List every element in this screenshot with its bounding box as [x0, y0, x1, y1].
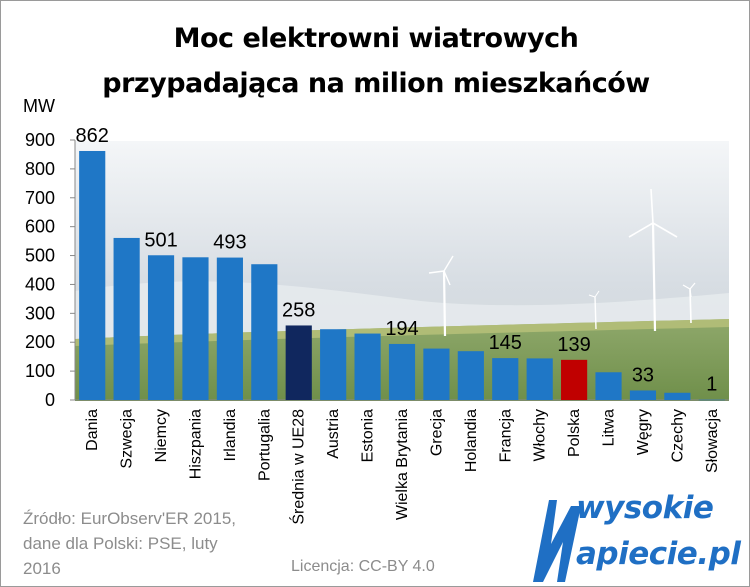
data-label: 1 — [706, 374, 717, 396]
bar-19 — [698, 399, 725, 401]
y-tick-label: 300 — [25, 303, 55, 323]
y-tick-label: 600 — [25, 217, 55, 237]
bar-2 — [113, 237, 140, 400]
bar-11 — [423, 348, 450, 400]
chart-title-line-1: Moc elektrowni wiatrowych — [173, 23, 579, 54]
y-tick-label: 0 — [45, 390, 55, 410]
logo-text-line-2: apiecie.pl — [576, 536, 741, 572]
x-tick-label: Litwa — [601, 409, 618, 446]
bar-5 — [216, 257, 243, 400]
y-tick-label: 100 — [25, 361, 55, 381]
data-label: 139 — [557, 334, 590, 356]
data-label: 145 — [489, 332, 522, 354]
bar-4 — [182, 257, 209, 400]
logo-text-line-1: wysokie — [576, 490, 714, 526]
x-tick-label: Szwecja — [119, 409, 136, 469]
x-tick-label: Średnia w UE28 — [289, 409, 308, 525]
x-tick-label: Polska — [566, 409, 583, 457]
bar-1 — [79, 150, 106, 400]
x-tick-label: Czechy — [669, 409, 686, 462]
x-tick-label: Słowacja — [704, 409, 721, 473]
data-label: 493 — [213, 232, 246, 254]
x-tick-label: Holandia — [463, 409, 480, 472]
data-label: 194 — [385, 318, 418, 340]
y-tick-label: 700 — [25, 188, 55, 208]
x-tick-label: Dania — [84, 409, 101, 451]
wysokie-napiecie-logo[interactable]: wysokie apiecie.pl — [521, 488, 749, 586]
x-tick-label: Irlandia — [222, 409, 239, 462]
bar-3 — [147, 255, 175, 400]
x-tick-label: Niemcy — [153, 409, 170, 462]
y-tick-label: 800 — [25, 159, 55, 179]
x-tick-label: Grecja — [428, 409, 445, 456]
bar-13 — [492, 358, 519, 400]
y-tick-label: 900 — [25, 130, 55, 150]
y-tick-label: 200 — [25, 332, 55, 352]
lightning-n-icon — [533, 500, 581, 582]
y-axis-label: MW — [23, 96, 55, 116]
y-tick-label: 500 — [25, 246, 55, 266]
bar-17 — [629, 390, 657, 400]
data-label: 862 — [76, 125, 109, 147]
x-tick-label: Wielka Brytania — [394, 409, 411, 520]
bar-14 — [526, 358, 553, 400]
chart-title-line-2: przypadająca na milion mieszkańców — [102, 68, 650, 99]
x-tick-label: Włochy — [532, 409, 549, 461]
bar-7 — [285, 325, 312, 400]
license-note: Licencja: CC-BY 4.0 — [291, 558, 435, 575]
bar-8 — [320, 329, 347, 400]
x-tick-label: Hiszpania — [187, 409, 204, 479]
x-tick-label: Portugalia — [256, 409, 273, 481]
bar-12 — [457, 351, 484, 400]
x-tick-label: Francja — [497, 409, 514, 462]
source-note: Źródło: EurObserv'ER 2015, dane dla Pols… — [23, 509, 237, 578]
bar-6 — [251, 264, 278, 400]
data-label: 33 — [632, 364, 654, 386]
data-label: 258 — [282, 299, 315, 321]
bar-9 — [354, 333, 381, 400]
y-tick-label: 400 — [25, 274, 55, 294]
x-tick-label: Węgry — [635, 409, 652, 455]
bar-15 — [561, 359, 588, 400]
bar-18 — [664, 392, 691, 400]
bar-10 — [388, 343, 416, 400]
data-label: 501 — [144, 229, 177, 251]
bar-16 — [595, 372, 622, 400]
x-tick-label: Austria — [325, 409, 342, 459]
x-tick-label: Estonia — [360, 409, 377, 462]
